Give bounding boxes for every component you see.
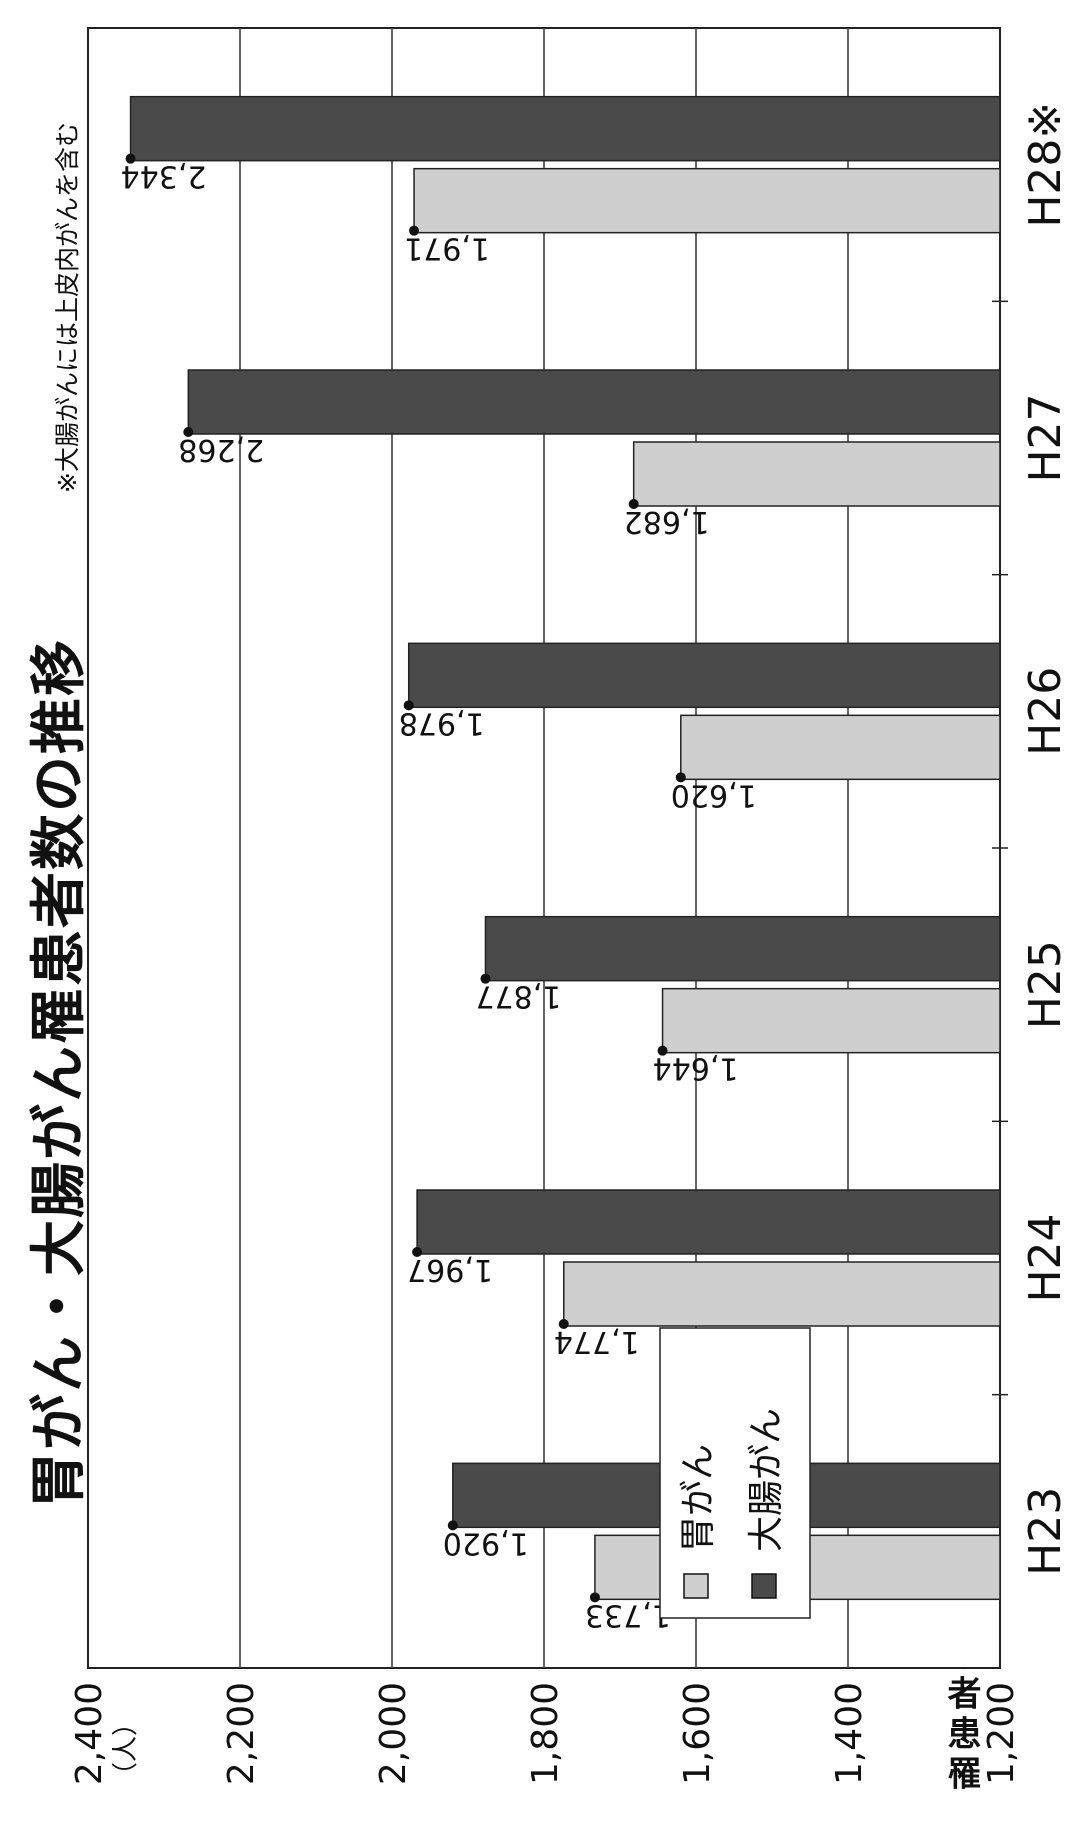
legend-swatch <box>683 1573 709 1599</box>
x-tick-label: H27 <box>1020 393 1071 482</box>
data-label: 1,733 <box>585 1597 671 1632</box>
y-tick-label: 2,200 <box>221 1682 262 1785</box>
bar-marker <box>675 772 686 783</box>
y-tick-label: 1,400 <box>829 1682 870 1785</box>
x-tick-label: H25 <box>1020 940 1071 1029</box>
bar-stomach <box>563 1261 1001 1327</box>
bar-stomach <box>413 167 1001 234</box>
data-label: 1,978 <box>399 705 485 740</box>
data-label: 1,620 <box>671 777 757 812</box>
data-label: 1,967 <box>407 1252 493 1287</box>
data-label: 1,877 <box>475 979 561 1014</box>
bar-colorectal <box>129 95 1001 162</box>
data-label: 1,644 <box>653 1051 739 1086</box>
bar-marker <box>409 225 420 236</box>
y-tick-label: 1,200 <box>981 1682 1022 1785</box>
legend <box>659 1327 811 1619</box>
bar-colorectal <box>484 915 1001 982</box>
bar-marker <box>403 700 414 711</box>
bar-colorectal <box>187 369 1001 435</box>
data-label: 1,774 <box>554 1324 640 1359</box>
bar-marker <box>125 153 136 164</box>
y-tick-label: 2,400 <box>69 1682 110 1785</box>
x-tick-label: H24 <box>1020 1213 1071 1302</box>
bar-colorectal <box>407 642 1001 709</box>
data-label: 1,920 <box>443 1525 529 1560</box>
data-label: 2,344 <box>121 159 207 194</box>
bar-marker <box>628 499 639 509</box>
data-label: 2,268 <box>178 432 264 467</box>
legend-swatch <box>751 1573 777 1599</box>
bar-marker <box>657 1045 668 1056</box>
bar-marker <box>589 1592 600 1603</box>
y-tick-label: 1,600 <box>677 1682 718 1785</box>
bar-stomach <box>680 714 1001 781</box>
x-tick-label: H28※ <box>1020 102 1071 228</box>
x-tick-label: H23 <box>1020 1487 1071 1576</box>
bar-marker <box>412 1247 423 1257</box>
x-tick-label: H26 <box>1020 667 1071 756</box>
y-tick-label: 1,800 <box>525 1682 566 1785</box>
data-label: 1,971 <box>404 231 490 266</box>
legend-label: 大腸がん <box>746 1408 787 1552</box>
data-label: 1,682 <box>624 504 710 539</box>
bar-marker <box>480 973 491 984</box>
bar-marker <box>183 427 194 437</box>
bar-marker <box>447 1520 458 1531</box>
legend-label: 胃がん <box>678 1444 719 1552</box>
bar-marker <box>558 1319 569 1329</box>
bar-stomach <box>632 441 1001 507</box>
bar-stomach <box>661 987 1001 1054</box>
y-tick-label: 2,000 <box>373 1682 414 1785</box>
bar-colorectal <box>416 1189 1001 1255</box>
